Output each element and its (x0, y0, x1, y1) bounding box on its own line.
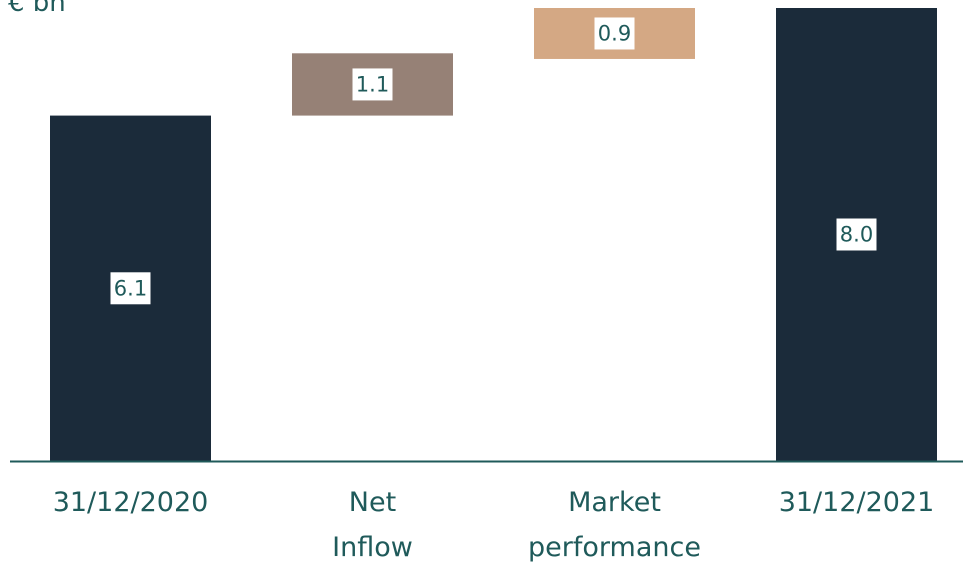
data-label-bg (110, 272, 151, 305)
data-label-1: 1.1 (352, 68, 393, 101)
x-tick-label: Market performance (528, 487, 701, 563)
data-label-bg (352, 68, 393, 101)
x-tick-label: 31/12/2021 (779, 487, 935, 518)
data-label-bg (594, 17, 635, 50)
x-tick-label: Net Inflow (332, 487, 413, 563)
data-label-text: 8.0 (840, 223, 873, 247)
data-label-text: 0.9 (598, 21, 631, 45)
data-label-bg (836, 218, 877, 251)
data-label-0: 6.1 (110, 272, 151, 305)
data-label-3: 8.0 (836, 218, 877, 251)
data-label-text: 6.1 (114, 276, 147, 300)
data-label-text: 1.1 (356, 72, 389, 96)
unit-label: € bn (8, 0, 66, 18)
data-label-2: 0.9 (594, 17, 635, 50)
x-tick-label: 31/12/2020 (53, 487, 209, 518)
